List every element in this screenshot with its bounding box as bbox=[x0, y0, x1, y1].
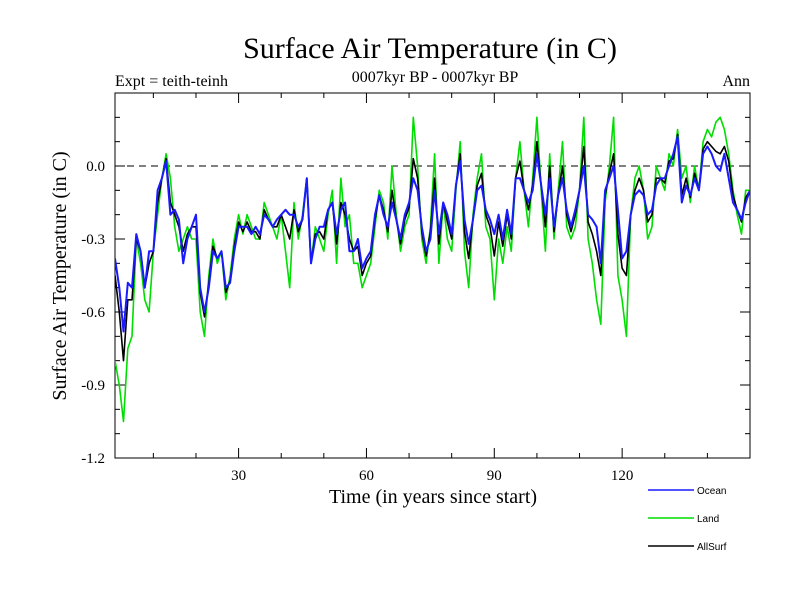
plot-area: 30 60 90 120 -1.2 -0.9 -0.6 -0.3 0.0 bbox=[81, 92, 751, 484]
season-label: Ann bbox=[722, 73, 750, 90]
x-axis-label: Time (in years since start) bbox=[329, 486, 537, 508]
x-tick-label: 60 bbox=[359, 468, 374, 484]
period-label: 0007kyr BP - 0007kyr BP bbox=[352, 69, 519, 86]
series-line-ocean bbox=[115, 135, 750, 333]
legend: Ocean Land AllSurf bbox=[648, 486, 727, 553]
x-tick-label: 30 bbox=[231, 468, 246, 484]
series-line-allsurf bbox=[115, 133, 750, 362]
y-tick-label: -0.3 bbox=[81, 232, 105, 248]
legend-label-allsurf: AllSurf bbox=[697, 542, 727, 553]
y-tick-label: -0.6 bbox=[81, 305, 105, 321]
chart-title: Surface Air Temperature (in C) bbox=[243, 32, 617, 65]
experiment-label: Expt = teith-teinh bbox=[115, 73, 228, 90]
x-tick-label: 90 bbox=[487, 468, 502, 484]
y-tick-label: 0.0 bbox=[86, 159, 105, 175]
x-tick-label: 120 bbox=[611, 468, 634, 484]
y-tick-label: -0.9 bbox=[81, 378, 105, 394]
legend-label-ocean: Ocean bbox=[697, 486, 726, 497]
y-tick-label: -1.2 bbox=[81, 451, 105, 467]
y-axis-label: Surface Air Temperature (in C) bbox=[49, 151, 71, 400]
legend-label-land: Land bbox=[697, 514, 719, 525]
